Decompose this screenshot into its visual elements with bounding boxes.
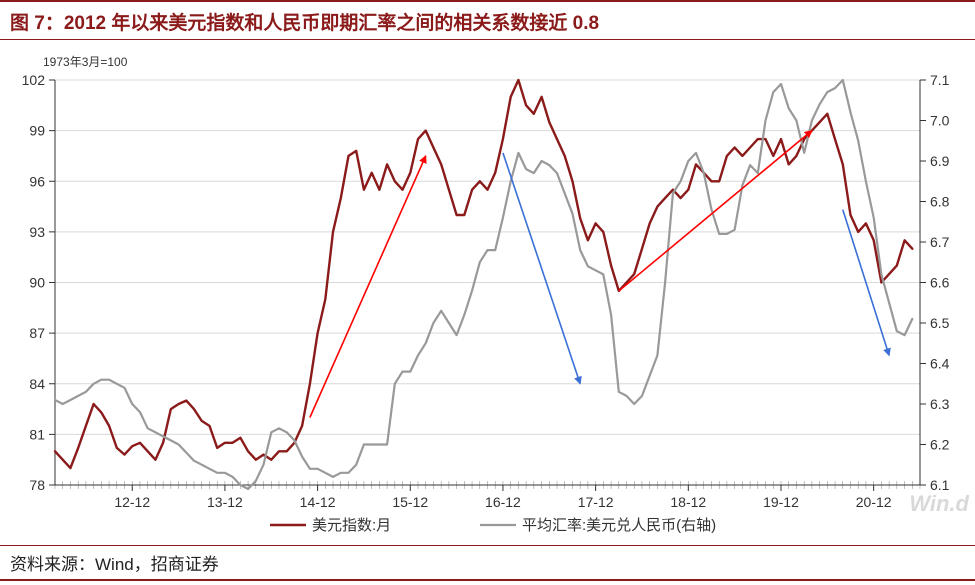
svg-text:17-12: 17-12 — [578, 494, 614, 510]
svg-text:16-12: 16-12 — [485, 494, 521, 510]
svg-text:美元指数:月: 美元指数:月 — [312, 517, 391, 534]
svg-text:1973年3月=100: 1973年3月=100 — [43, 55, 128, 69]
svg-text:6.8: 6.8 — [930, 194, 950, 210]
svg-text:99: 99 — [29, 123, 45, 139]
svg-text:78: 78 — [29, 477, 45, 493]
figure-title-bar: 图 7：2012 年以来美元指数和人民币即期汇率之间的相关系数接近 0.8 — [0, 0, 975, 40]
svg-text:87: 87 — [29, 325, 45, 341]
svg-text:6.3: 6.3 — [930, 396, 950, 412]
source-text: Wind，招商证券 — [95, 555, 219, 574]
svg-text:20-12: 20-12 — [856, 494, 892, 510]
svg-text:102: 102 — [22, 72, 46, 88]
svg-text:6.4: 6.4 — [930, 356, 950, 372]
chart-area: 78 81 84 87 90 93 96 99 102 6.1 6.2 6.3 6.4 6.5 6.6 6.7… — [0, 40, 975, 545]
svg-text:19-12: 19-12 — [763, 494, 799, 510]
figure-title: 图 7：2012 年以来美元指数和人民币即期汇率之间的相关系数接近 0.8 — [10, 13, 599, 34]
svg-text:6.5: 6.5 — [930, 315, 950, 331]
svg-text:6.2: 6.2 — [930, 437, 950, 453]
svg-text:7.1: 7.1 — [930, 72, 950, 88]
svg-text:平均汇率:美元兑人民币(右轴): 平均汇率:美元兑人民币(右轴) — [522, 517, 716, 534]
svg-text:84: 84 — [29, 376, 45, 392]
svg-text:14-12: 14-12 — [300, 494, 336, 510]
svg-text:6.9: 6.9 — [930, 153, 950, 169]
svg-text:81: 81 — [29, 426, 45, 442]
svg-text:96: 96 — [29, 173, 45, 189]
svg-text:13-12: 13-12 — [207, 494, 243, 510]
svg-text:18-12: 18-12 — [670, 494, 706, 510]
svg-text:90: 90 — [29, 275, 45, 291]
source-prefix: 资料来源： — [10, 555, 95, 574]
svg-text:6.1: 6.1 — [930, 477, 950, 493]
svg-text:6.7: 6.7 — [930, 234, 950, 250]
svg-text:15-12: 15-12 — [392, 494, 428, 510]
svg-text:93: 93 — [29, 224, 45, 240]
svg-text:6.6: 6.6 — [930, 275, 950, 291]
svg-text:7.0: 7.0 — [930, 113, 950, 129]
line-chart: 78 81 84 87 90 93 96 99 102 6.1 6.2 6.3 6.4 6.5 6.6 6.7… — [0, 40, 975, 545]
svg-text:12-12: 12-12 — [114, 494, 150, 510]
source-bar: 资料来源：Wind，招商证券 — [0, 545, 975, 581]
